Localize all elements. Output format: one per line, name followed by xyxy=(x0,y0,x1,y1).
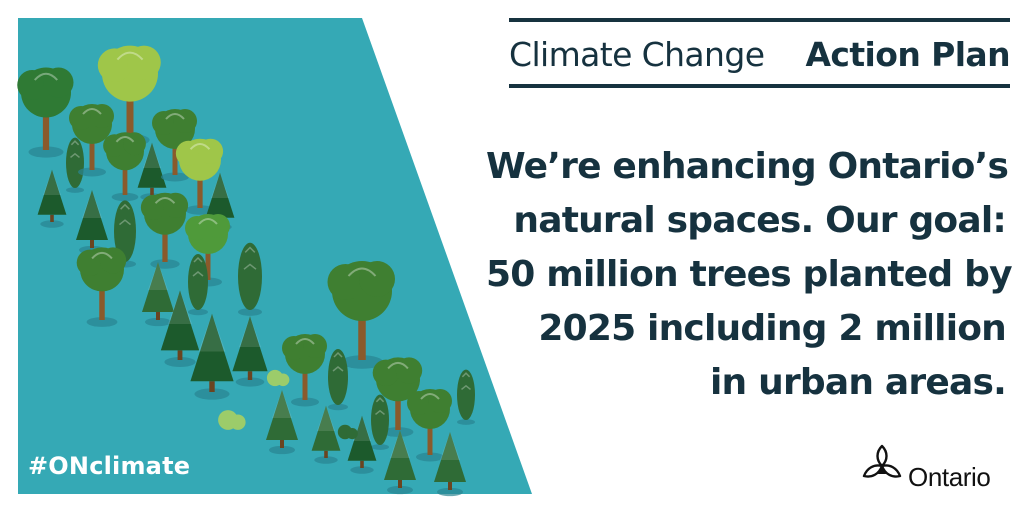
conifer-tree xyxy=(266,390,298,448)
forest-illustration xyxy=(17,18,532,497)
deciduous-tree xyxy=(282,334,327,400)
message-line: 2025 including 2 million xyxy=(538,308,1006,349)
deciduous-tree xyxy=(152,109,197,175)
cypress-tree xyxy=(328,349,348,405)
conifer-tree xyxy=(384,430,416,488)
conifer-tree xyxy=(311,405,341,458)
deciduous-tree xyxy=(407,389,452,455)
cypress-tree xyxy=(114,200,136,262)
conifer-tree xyxy=(76,190,108,248)
bush xyxy=(266,369,290,387)
header-rule-top xyxy=(509,18,1010,22)
conifer-tree xyxy=(142,262,174,320)
message-line: We’re enhancing Ontario’s xyxy=(486,146,1009,187)
deciduous-tree xyxy=(327,261,395,360)
message-line: 50 million trees planted by xyxy=(486,254,1013,295)
deciduous-tree xyxy=(69,104,114,170)
deciduous-tree xyxy=(140,192,189,262)
cypress-tree xyxy=(238,242,262,310)
conifer-tree xyxy=(160,290,200,360)
deciduous-tree xyxy=(175,138,224,208)
forest-group xyxy=(17,45,475,497)
cypress-tree xyxy=(188,254,208,310)
conifer-tree xyxy=(434,432,466,490)
deciduous-tree xyxy=(97,45,161,138)
header-title-bold: Action Plan xyxy=(805,34,1010,74)
logo-text: Ontario xyxy=(908,462,991,492)
header-title-light: Climate Change xyxy=(509,34,765,74)
trillium-icon xyxy=(862,444,902,478)
cypress-tree xyxy=(457,369,475,420)
bush xyxy=(218,410,246,430)
deciduous-tree xyxy=(76,247,127,320)
deciduous-tree xyxy=(185,214,230,280)
cypress-tree xyxy=(371,394,389,445)
message-line: natural spaces. Our goal: xyxy=(513,200,1006,241)
cypress-tree xyxy=(66,137,84,188)
conifer-tree xyxy=(190,313,234,392)
header-title: Climate Change Action Plan xyxy=(509,28,1011,80)
conifer-tree xyxy=(37,169,67,222)
ontario-logo: Ontario xyxy=(856,440,1006,496)
hashtag-label: #ONclimate xyxy=(28,452,191,480)
conifer-tree xyxy=(137,142,167,195)
message-line: in urban areas. xyxy=(710,362,1007,403)
bush xyxy=(337,424,358,440)
main-message: We’re enhancing Ontario’s natural spaces… xyxy=(486,140,1013,410)
deciduous-tree xyxy=(372,357,423,430)
deciduous-tree xyxy=(103,132,146,195)
deciduous-tree xyxy=(17,67,74,150)
header-rule-bottom xyxy=(509,84,1010,88)
conifer-tree xyxy=(232,316,268,380)
